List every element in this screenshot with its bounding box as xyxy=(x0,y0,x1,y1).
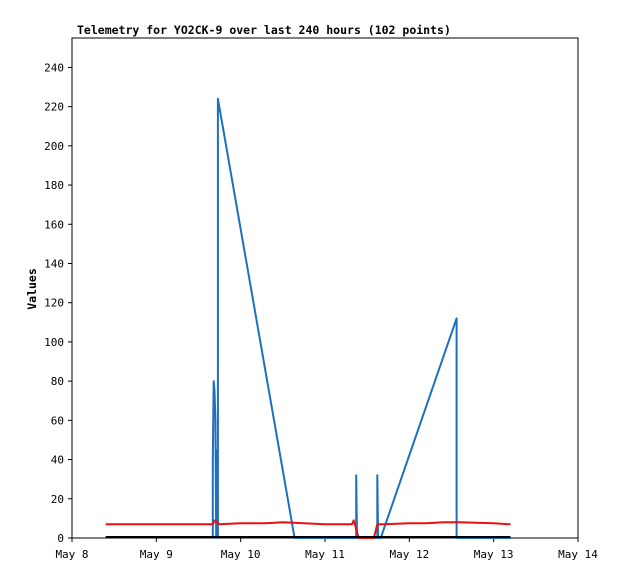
x-tick-label: May 11 xyxy=(305,548,345,561)
y-tick-label: 40 xyxy=(51,454,64,467)
y-tick-label: 60 xyxy=(51,414,64,427)
x-tick-label: May 12 xyxy=(389,548,429,561)
y-tick-label: 80 xyxy=(51,375,64,388)
y-tick-label: 140 xyxy=(44,257,64,270)
y-tick-label: 220 xyxy=(44,101,64,114)
y-axis-label: Values xyxy=(25,268,39,310)
y-tick-label: 100 xyxy=(44,336,64,349)
x-tick-label: May 9 xyxy=(140,548,173,561)
x-tick-label: May 14 xyxy=(558,548,598,561)
x-tick-label: May 10 xyxy=(221,548,261,561)
y-tick-label: 20 xyxy=(51,493,64,506)
x-axis: May 8 May 9 May 10 May 11 May 12 May 13 May 14 xyxy=(55,538,598,561)
series-line-2 xyxy=(105,519,511,539)
x-tick-label: May 13 xyxy=(474,548,514,561)
chart-title: Telemetry for YO2CK-9 over last 240 hour… xyxy=(77,23,451,37)
y-axis: 0 20 40 60 80 100 120 140 160 180 200 220 240 xyxy=(44,61,72,545)
series-line-1 xyxy=(211,97,511,539)
y-tick-label: 180 xyxy=(44,179,64,192)
y-tick-label: 200 xyxy=(44,140,64,153)
y-tick-label: 160 xyxy=(44,218,64,231)
y-tick-label: 0 xyxy=(57,532,64,545)
series-group xyxy=(105,97,511,539)
y-tick-label: 120 xyxy=(44,297,64,310)
plot-area xyxy=(71,37,579,539)
x-tick-label: May 8 xyxy=(55,548,88,561)
y-tick-label: 240 xyxy=(44,61,64,74)
